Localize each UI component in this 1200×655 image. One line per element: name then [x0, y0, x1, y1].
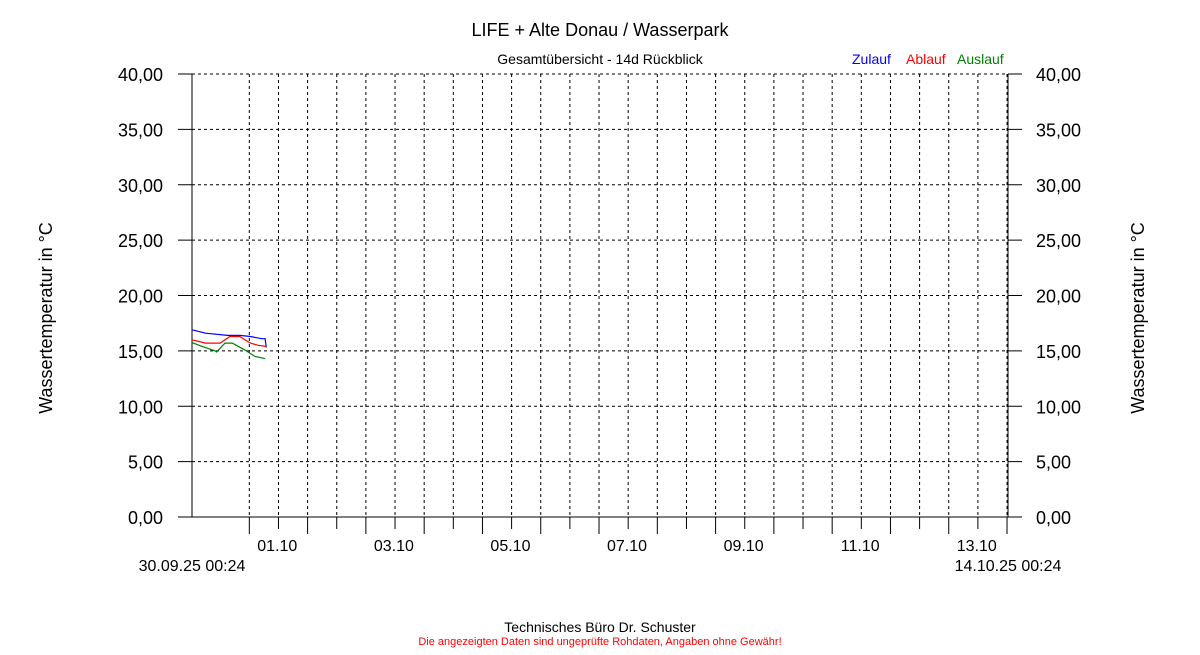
y-tick-label-left: 5,00	[128, 453, 163, 473]
x-end-label: 14.10.25 00:24	[955, 558, 1062, 575]
x-tick-label: 09.10	[724, 538, 764, 555]
y-axis-label-right: Wassertemperatur in °C	[1128, 222, 1148, 414]
x-tick-label: 03.10	[374, 538, 414, 555]
x-tick-label: 07.10	[607, 538, 647, 555]
y-tick-label-left: 40,00	[118, 65, 163, 85]
series-line-ablauf	[191, 335, 267, 347]
y-tick-label-left: 0,00	[128, 508, 163, 528]
y-tick-label-right: 0,00	[1036, 508, 1071, 528]
x-tick-label: 05.10	[490, 538, 530, 555]
x-tick-label: 11.10	[841, 538, 880, 555]
y-tick-label-left: 25,00	[118, 231, 163, 251]
y-tick-label-left: 20,00	[118, 287, 163, 307]
y-tick-label-right: 15,00	[1036, 342, 1081, 362]
series-line-auslauf	[191, 342, 266, 360]
footer-disclaimer: Die angezeigten Daten sind ungeprüfte Ro…	[418, 636, 781, 648]
y-tick-label-right: 20,00	[1036, 287, 1081, 307]
y-axis-label-left: Wassertemperatur in °C	[36, 222, 56, 414]
y-tick-label-right: 5,00	[1036, 453, 1071, 473]
x-start-label: 30.09.25 00:24	[139, 558, 246, 575]
y-tick-label-left: 15,00	[118, 342, 163, 362]
legend-ablauf: Ablauf	[906, 51, 946, 67]
x-tick-label: 13.10	[957, 538, 997, 555]
legend-auslauf: Auslauf	[957, 51, 1004, 67]
y-tick-label-left: 10,00	[118, 397, 163, 417]
y-tick-label-right: 35,00	[1036, 120, 1081, 140]
y-tick-label-right: 30,00	[1036, 176, 1081, 196]
legend-zulauf: Zulauf	[852, 51, 891, 67]
y-tick-label-left: 35,00	[118, 120, 163, 140]
y-tick-label-right: 40,00	[1036, 65, 1081, 85]
footer-company: Technisches Büro Dr. Schuster	[504, 619, 696, 635]
y-tick-label-right: 25,00	[1036, 231, 1081, 251]
y-tick-label-left: 30,00	[118, 176, 163, 196]
chart-subtitle: Gesamtübersicht - 14d Rückblick	[497, 51, 703, 67]
series-line-zulauf	[191, 329, 267, 348]
y-tick-label-right: 10,00	[1036, 397, 1081, 417]
x-tick-label: 01.10	[257, 538, 297, 555]
chart-title: LIFE + Alte Donau / Wasserpark	[472, 20, 730, 40]
